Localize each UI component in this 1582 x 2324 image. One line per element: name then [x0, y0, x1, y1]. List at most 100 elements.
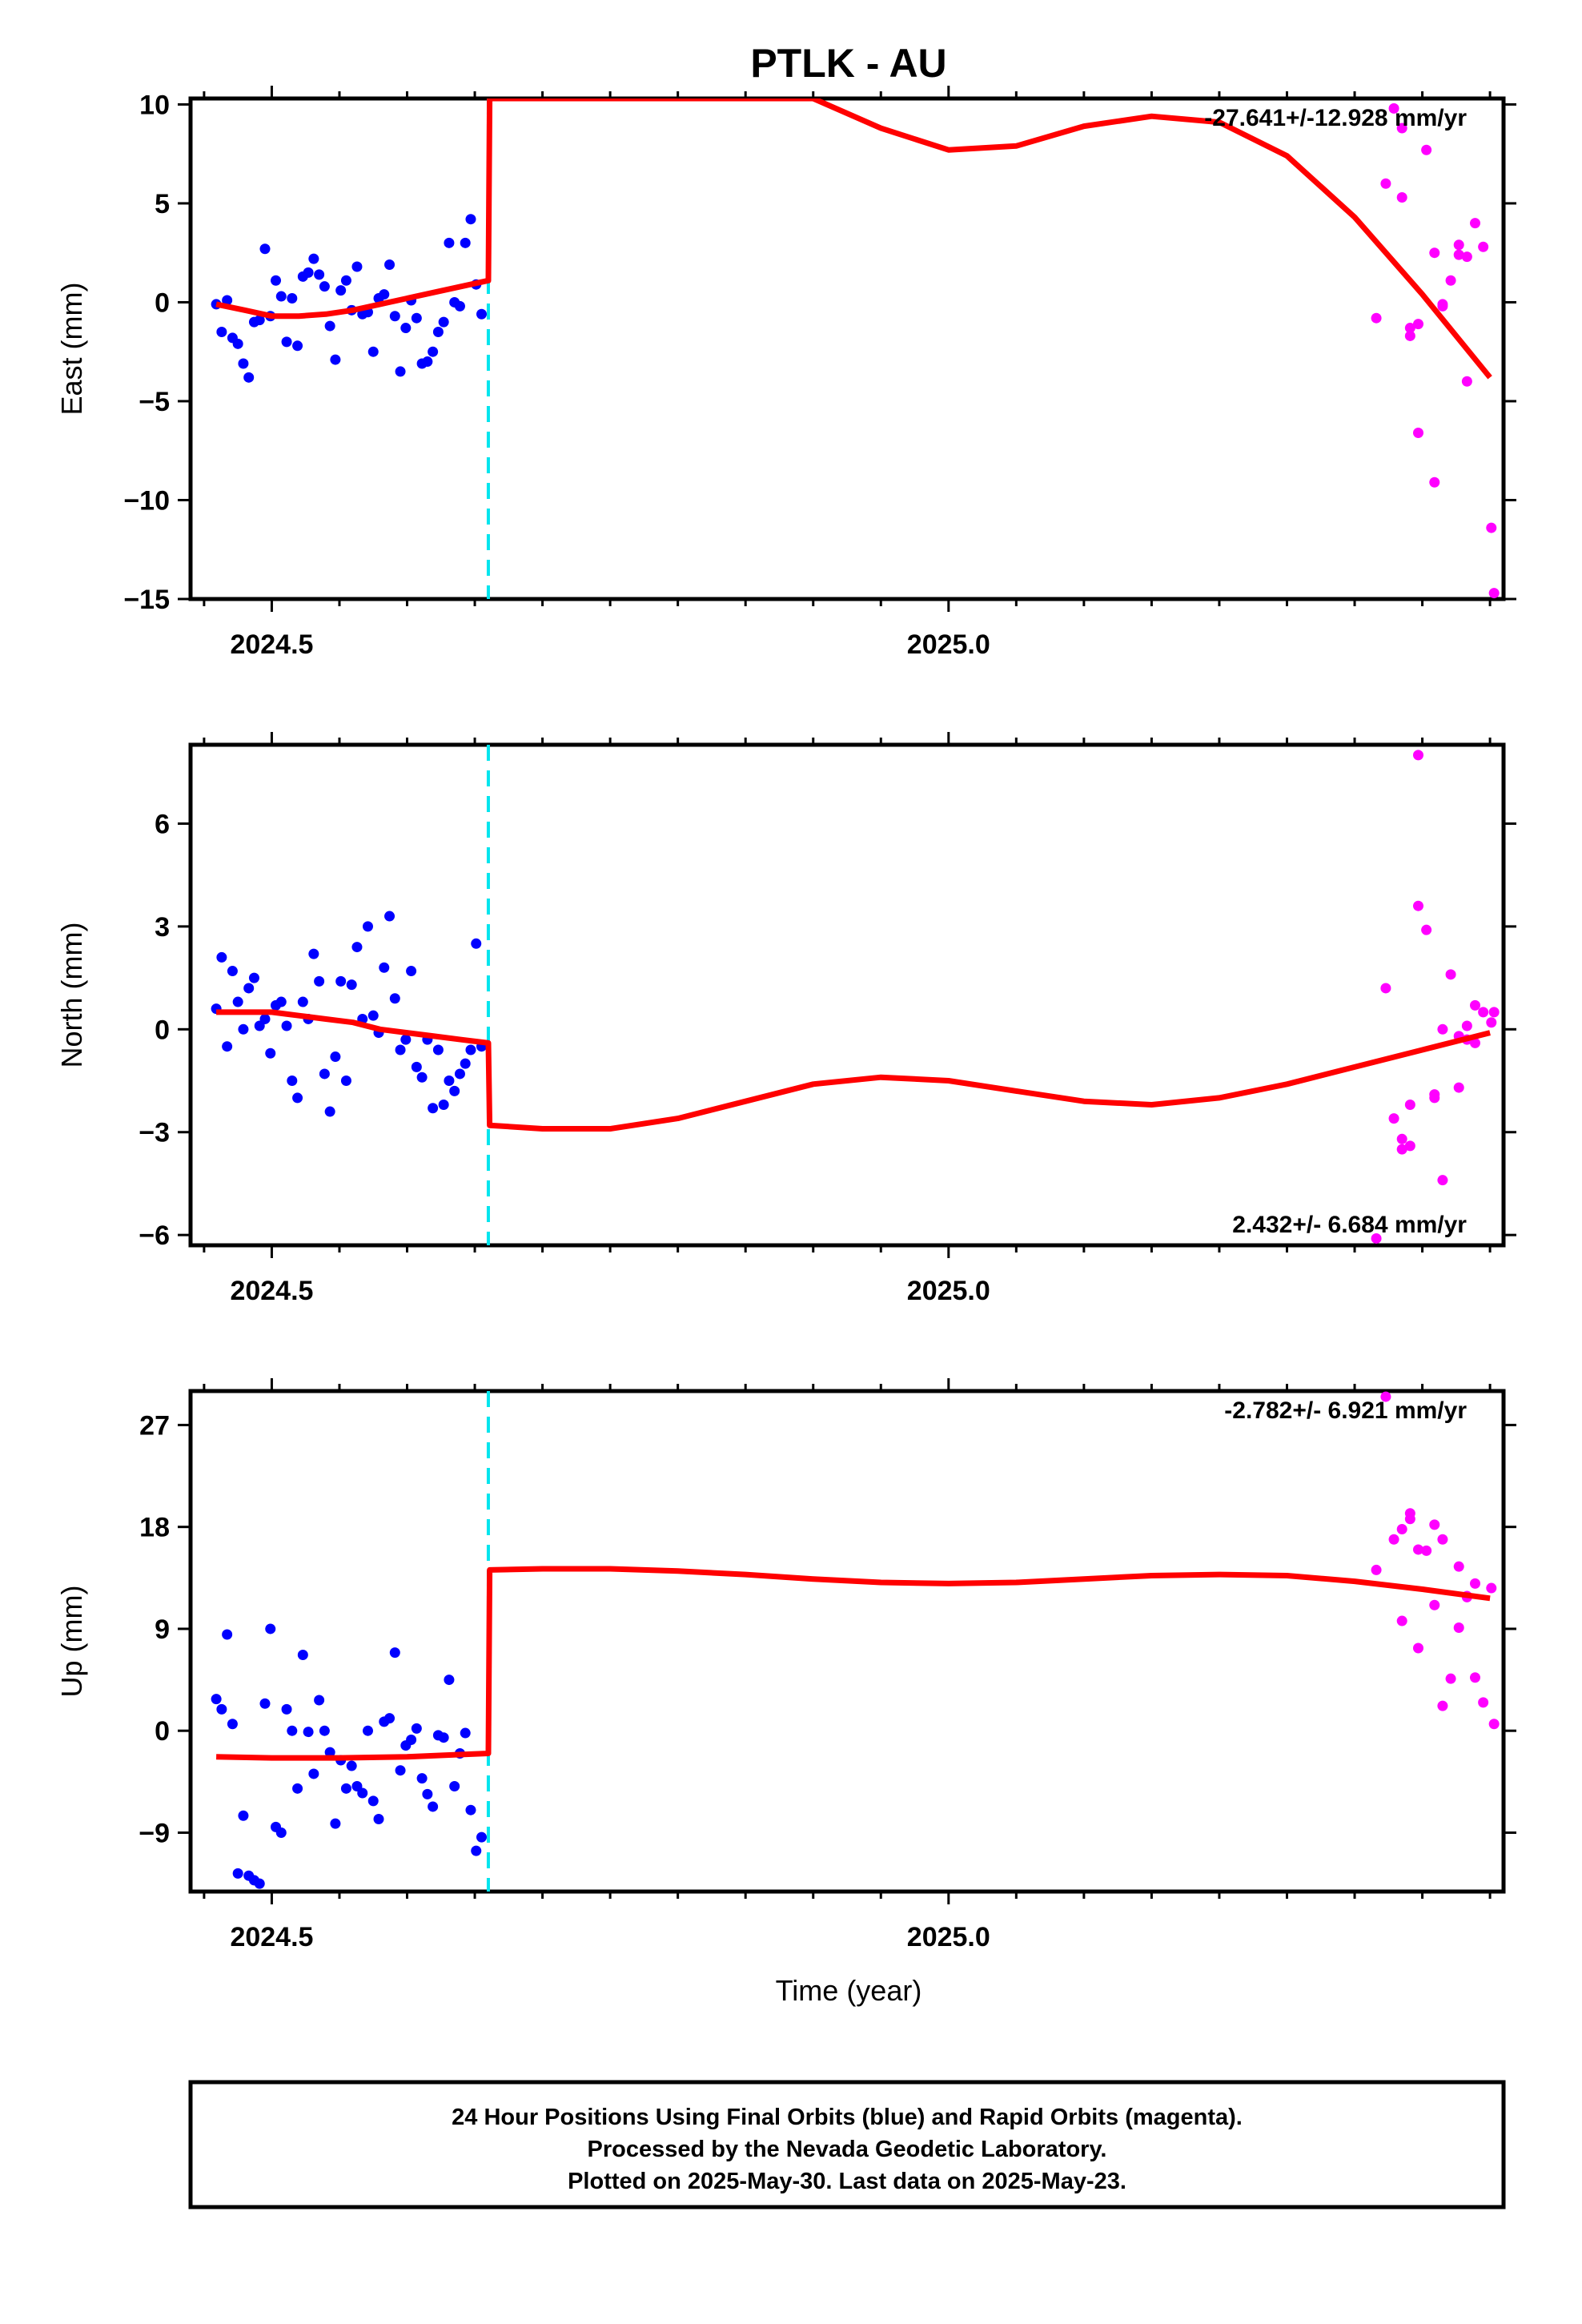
panel-up-rate-label: -2.782+/- 6.921 mm/yr: [1224, 1397, 1467, 1424]
chart-title: PTLK - AU: [750, 41, 946, 86]
panel-east-rapid-point: [1404, 330, 1415, 341]
panel-up-final-point: [362, 1725, 373, 1736]
panel-north-y-tick-label: −6: [139, 1220, 170, 1251]
panel-north-rapid-point: [1469, 999, 1480, 1011]
panel-up-final-point: [340, 1783, 351, 1794]
panel-east-final-point: [281, 336, 292, 348]
panel-north-rapid-point: [1380, 983, 1391, 994]
panel-east-final-point: [324, 320, 335, 332]
panel-north-final-point: [428, 1103, 439, 1114]
panel-up-final-point: [406, 1735, 417, 1746]
panel-north-final-point: [367, 1010, 379, 1021]
panel-north-rapid-point: [1371, 1232, 1382, 1244]
panel-east-final-point: [444, 237, 455, 248]
panel-east-final-point: [438, 316, 449, 328]
panel-north-rapid-point: [1469, 1037, 1480, 1048]
panel-east-final-point: [238, 358, 249, 369]
panel-north-final-point: [465, 1044, 476, 1055]
panel-east-final-point: [271, 275, 282, 286]
panel-north-rapid-point: [1478, 1007, 1489, 1018]
panel-east-final-point: [460, 237, 471, 248]
panel-east-final-point: [292, 340, 303, 352]
panel-up-final-point: [411, 1723, 422, 1734]
panel-north-final-point: [287, 1076, 298, 1087]
panel-up-final-point: [222, 1629, 233, 1640]
panel-north-final-point: [379, 962, 390, 973]
panel-up-final-point: [232, 1868, 243, 1879]
panel-up-rapid-point: [1437, 1700, 1448, 1711]
panel-east-final-point: [340, 275, 351, 286]
panel-up-final-point: [287, 1725, 298, 1736]
panel-east-model-curve: [215, 99, 1492, 380]
panel-up-data: [211, 1391, 1500, 1892]
panel-north-x-tick-label: 2024.5: [230, 1276, 313, 1306]
panel-north-final-point: [406, 966, 417, 977]
panel-east-frame: [188, 96, 1506, 601]
panel-east-rapid-point: [1380, 178, 1391, 189]
panel-north-rapid-point: [1396, 1133, 1407, 1144]
panel-up-final-point: [471, 1845, 482, 1856]
panel-east-final-point: [335, 285, 347, 296]
panel-east-rapid-point: [1396, 123, 1407, 134]
panel-north-final-point: [340, 1076, 351, 1087]
panel-up-final-point: [265, 1623, 276, 1634]
panel-east-rapid-point: [1396, 192, 1407, 203]
panel-east-y-tick-label: 5: [155, 189, 170, 219]
panel-east-final-point: [330, 354, 341, 365]
panel-east-final-point: [243, 372, 255, 383]
panel-east-final-point: [275, 291, 287, 302]
panel-north-rate-label: 2.432+/- 6.684 mm/yr: [1232, 1212, 1467, 1238]
panel-up-final-point: [373, 1814, 384, 1825]
panel-up-rapid-point: [1429, 1599, 1440, 1610]
caption-box: [188, 2080, 1506, 2209]
panel-up-rapid-point: [1469, 1578, 1480, 1589]
panel-up-final-point: [275, 1827, 287, 1838]
panel-up-final-point: [292, 1783, 303, 1794]
panel-north-frame: [188, 742, 1506, 1248]
panel-east-final-point: [319, 281, 330, 292]
panel-north-rapid-point: [1437, 1175, 1448, 1186]
panel-east-rapid-point: [1388, 103, 1399, 114]
panel-east-rapid-point: [1478, 241, 1489, 252]
panel-up-model-curve: [216, 1566, 1491, 1761]
panel-east-rapid-point: [1371, 312, 1382, 324]
panel-north-final-point: [243, 983, 255, 994]
panel-east-x-tick-label: 2025.0: [907, 629, 990, 660]
panel-up-y-axis-label: Up (mm): [55, 1586, 88, 1698]
panel-north-final-point: [362, 921, 373, 932]
panel-up-final-point: [227, 1719, 238, 1730]
panel-north-final-point: [232, 996, 243, 1007]
panel-east-rapid-point: [1445, 275, 1456, 286]
panel-east-final-point: [476, 308, 488, 320]
panel-up-rapid-point: [1478, 1697, 1489, 1708]
panel-up-x-tick-label: 2024.5: [230, 1922, 313, 1952]
panel-north-final-point: [471, 938, 482, 949]
panel-up-final-point: [303, 1727, 314, 1738]
panel-east-final-point: [222, 295, 233, 306]
panel-up-final-point: [324, 1747, 335, 1758]
panel-east-final-point: [232, 338, 243, 349]
panel-east-y-tick-label: −10: [123, 485, 170, 516]
panel-up-final-point: [416, 1773, 428, 1784]
panel-up-final-point: [384, 1713, 396, 1724]
panel-east-rapid-point: [1412, 427, 1423, 438]
panel-north-final-point: [351, 942, 363, 953]
panel-north-final-point: [432, 1044, 444, 1055]
panel-north-final-point: [335, 975, 347, 987]
panel-up-final-point: [444, 1675, 455, 1686]
panel-north-rapid-point: [1388, 1113, 1399, 1124]
panel-east-rapid-point: [1412, 319, 1423, 330]
panel-up-final-point: [449, 1780, 460, 1791]
panel-north-rapid-point: [1404, 1099, 1415, 1110]
panel-north-final-point: [438, 1099, 449, 1110]
panel-east-final-point: [351, 261, 363, 272]
panel-up-final-point: [216, 1703, 227, 1715]
panel-up-final-point: [367, 1795, 379, 1807]
panel-up-rapid-point: [1396, 1524, 1407, 1535]
panel-up-final-point: [330, 1818, 341, 1829]
panel-up-x-tick-label: 2025.0: [907, 1922, 990, 1952]
panel-east-rapid-point: [1429, 247, 1440, 259]
panel-up-final-point: [346, 1760, 357, 1771]
panel-up-rapid-point: [1380, 1391, 1391, 1402]
panel-up-final-point: [428, 1801, 439, 1812]
